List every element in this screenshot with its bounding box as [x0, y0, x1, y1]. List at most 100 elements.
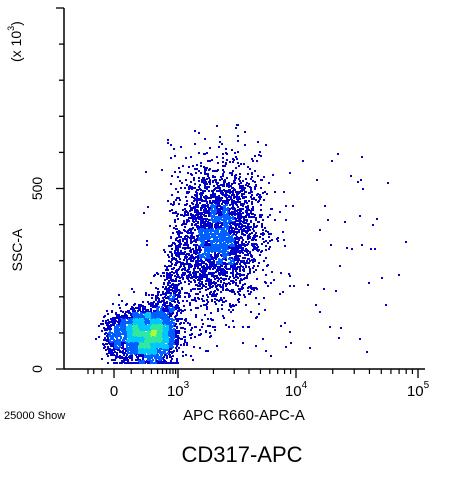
event-dot: [181, 338, 183, 340]
event-dot: [163, 349, 165, 351]
event-dot: [262, 238, 264, 240]
event-dot: [207, 318, 209, 320]
event-dot: [198, 186, 200, 188]
event-dot: [138, 354, 140, 356]
event-dot: [123, 321, 125, 323]
event-dot: [247, 185, 249, 187]
event-dot: [177, 320, 179, 322]
event-dot: [122, 343, 124, 345]
event-dot: [209, 160, 211, 162]
event-dot: [267, 242, 269, 244]
event-dot: [136, 316, 138, 318]
event-dot: [203, 265, 205, 267]
event-dot: [246, 249, 248, 251]
event-dot: [145, 318, 147, 320]
event-dot: [231, 243, 233, 245]
event-dot: [215, 200, 217, 202]
event-dot: [239, 176, 241, 178]
event-dot: [183, 344, 185, 346]
event-dot: [125, 314, 127, 316]
event-dot: [175, 336, 177, 338]
event-dot: [152, 352, 154, 354]
event-dot: [152, 315, 154, 317]
event-dot: [131, 306, 133, 308]
event-dot: [212, 319, 214, 321]
event-dot: [235, 196, 237, 198]
event-dot: [210, 279, 212, 281]
event-dot: [112, 317, 114, 319]
event-dot: [234, 228, 236, 230]
event-dot: [208, 249, 210, 251]
event-dot: [107, 346, 109, 348]
event-dot: [173, 227, 175, 229]
event-dot: [251, 203, 253, 205]
event-dot: [131, 362, 133, 364]
event-dot: [177, 335, 179, 337]
event-dot: [228, 238, 230, 240]
event-dot: [197, 279, 199, 281]
event-dot: [172, 346, 174, 348]
event-dot: [118, 319, 120, 321]
event-dot: [256, 160, 258, 162]
event-dot: [233, 188, 235, 190]
event-dot: [136, 346, 138, 348]
event-dot: [100, 323, 102, 325]
event-dot: [238, 288, 240, 290]
event-dot: [232, 161, 234, 163]
event-dot: [126, 311, 128, 313]
event-dot: [128, 329, 130, 331]
event-dot: [202, 267, 204, 269]
event-dot: [149, 338, 151, 340]
event-dot: [226, 177, 228, 179]
event-dot: [249, 270, 251, 272]
event-dot: [213, 213, 215, 215]
event-dot: [222, 153, 224, 155]
event-dot: [216, 299, 218, 301]
event-dot: [238, 293, 240, 295]
event-dot: [116, 330, 118, 332]
event-dot: [209, 292, 211, 294]
event-dot: [192, 203, 194, 205]
event-dot: [244, 234, 246, 236]
event-dot: [219, 212, 221, 214]
event-dot: [110, 324, 112, 326]
event-dot: [221, 308, 223, 310]
event-dot: [241, 231, 243, 233]
event-dot: [146, 340, 148, 342]
event-dot: [219, 274, 221, 276]
event-dot: [139, 352, 141, 354]
event-dot: [137, 313, 139, 315]
event-dot: [130, 314, 132, 316]
event-dot: [112, 320, 114, 322]
event-dot: [180, 327, 182, 329]
event-dot: [210, 194, 212, 196]
event-dot: [209, 183, 211, 185]
event-dot: [178, 347, 180, 349]
event-dot: [177, 318, 179, 320]
event-dot: [123, 323, 125, 325]
event-dot: [113, 340, 115, 342]
event-dot: [242, 257, 244, 259]
event-dot: [240, 278, 242, 280]
event-dot: [232, 309, 234, 311]
event-dot: [197, 271, 199, 273]
event-dot: [184, 328, 186, 330]
event-dot: [163, 330, 165, 332]
event-dot: [237, 251, 239, 253]
event-dot: [207, 160, 209, 162]
event-dot: [187, 213, 189, 215]
event-dot: [230, 196, 232, 198]
event-dot: [120, 337, 122, 339]
event-dot: [119, 307, 121, 309]
event-dot: [189, 323, 191, 325]
event-dot: [142, 301, 144, 303]
event-dot: [121, 362, 123, 364]
event-dot: [222, 161, 224, 163]
event-dot: [244, 250, 246, 252]
event-dot: [256, 249, 258, 251]
event-dot: [145, 349, 147, 351]
event-dot: [157, 294, 159, 296]
event-dot: [188, 283, 190, 285]
event-dot: [176, 312, 178, 314]
